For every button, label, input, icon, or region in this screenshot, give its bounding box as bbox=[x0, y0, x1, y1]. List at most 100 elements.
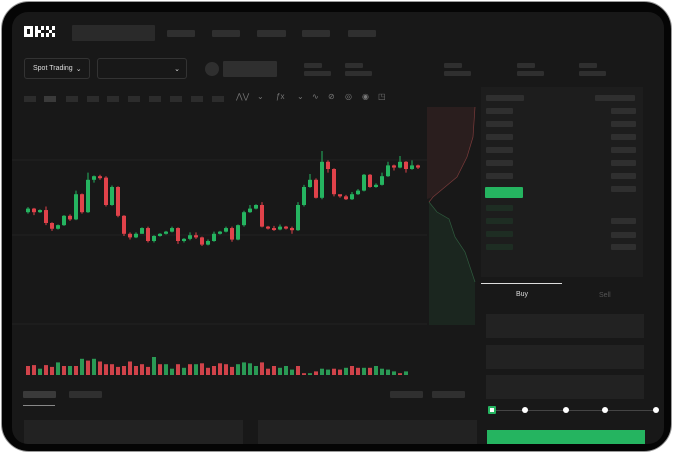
volume-bar bbox=[242, 362, 246, 375]
candle bbox=[230, 228, 234, 240]
candle bbox=[404, 161, 408, 169]
order-book bbox=[481, 87, 643, 277]
leverage-slider[interactable] bbox=[492, 410, 657, 411]
volume-bar bbox=[290, 369, 294, 375]
timeframe-button[interactable] bbox=[24, 96, 36, 102]
ask-amount bbox=[611, 186, 636, 192]
timeframe-button[interactable] bbox=[149, 96, 161, 102]
volume-bar bbox=[98, 361, 102, 375]
candle bbox=[188, 235, 192, 239]
bid-amount bbox=[611, 232, 636, 238]
ask-amount bbox=[611, 173, 636, 179]
chevron-down-icon[interactable]: ⌄ bbox=[297, 92, 304, 101]
nav-item[interactable] bbox=[302, 30, 330, 37]
volume-bar bbox=[158, 364, 162, 375]
pencil-icon[interactable]: ⊘ bbox=[328, 92, 335, 101]
volume-bar bbox=[164, 364, 168, 375]
volume-bar bbox=[170, 368, 174, 375]
candle bbox=[110, 187, 114, 205]
volume-bar bbox=[68, 366, 72, 375]
candle bbox=[194, 235, 198, 238]
active-tab-indicator bbox=[481, 283, 562, 284]
candle bbox=[242, 212, 246, 226]
volume-bar bbox=[284, 366, 288, 375]
timeframe-button[interactable] bbox=[170, 96, 182, 102]
candle bbox=[386, 165, 390, 177]
candlestick-chart[interactable] bbox=[12, 107, 482, 377]
timeframe-button[interactable] bbox=[87, 96, 99, 102]
volume-bar bbox=[338, 369, 342, 375]
candle bbox=[170, 228, 174, 232]
volume-bar bbox=[296, 366, 300, 375]
volume-bar bbox=[134, 366, 138, 375]
slider-step[interactable] bbox=[522, 407, 528, 413]
app-screen: Spot Trading ⌄ ⌄ ⋀⋁ ⌄ ƒx ⌄ ∿ ⊘ ◎ ◉ ◳ ▤ ▤… bbox=[12, 12, 664, 444]
amount-input[interactable] bbox=[486, 345, 644, 369]
chevron-down-icon: ⌄ bbox=[174, 65, 180, 73]
volume-bar bbox=[386, 369, 390, 375]
candle bbox=[140, 228, 144, 234]
pair-select[interactable]: ⌄ bbox=[97, 58, 187, 79]
fullscreen-icon[interactable]: ◳ bbox=[378, 92, 386, 101]
volume-bar bbox=[140, 364, 144, 375]
nav-item[interactable] bbox=[348, 30, 376, 37]
bottom-action[interactable] bbox=[432, 391, 465, 398]
coin-icon bbox=[205, 62, 219, 76]
bottom-action[interactable] bbox=[390, 391, 423, 398]
candle bbox=[416, 165, 420, 168]
volume-bar bbox=[260, 362, 264, 375]
target-icon[interactable]: ◉ bbox=[362, 92, 369, 101]
timeframe-button[interactable] bbox=[191, 96, 203, 102]
volume-bar bbox=[182, 367, 186, 375]
candle bbox=[206, 241, 210, 245]
volume-bar bbox=[50, 366, 54, 375]
slider-step[interactable] bbox=[602, 407, 608, 413]
tab-sell[interactable]: Sell bbox=[599, 292, 611, 299]
timeframe-button[interactable] bbox=[212, 96, 224, 102]
candle bbox=[116, 187, 120, 216]
candle-type-icon[interactable]: ƒx bbox=[276, 92, 285, 101]
indicator-icon[interactable]: ⋀⋁ bbox=[236, 92, 250, 101]
total-input[interactable] bbox=[486, 375, 644, 399]
tab-buy[interactable]: Buy bbox=[516, 291, 529, 298]
timeframe-button[interactable] bbox=[107, 96, 119, 102]
candle bbox=[350, 194, 354, 200]
stat-label bbox=[444, 63, 462, 68]
volume-bar bbox=[194, 364, 198, 375]
volume-bar bbox=[224, 364, 228, 375]
ask-amount bbox=[611, 108, 636, 114]
candle bbox=[266, 226, 270, 229]
volume-bar bbox=[218, 363, 222, 375]
chevron-down-icon[interactable]: ⌄ bbox=[257, 92, 264, 101]
candle bbox=[338, 194, 342, 197]
nav-item[interactable] bbox=[167, 30, 195, 37]
candle bbox=[146, 228, 150, 241]
nav-item[interactable] bbox=[212, 30, 240, 37]
timeframe-button[interactable] bbox=[128, 96, 140, 102]
slider-step[interactable] bbox=[653, 407, 659, 413]
volume-bar bbox=[122, 366, 126, 375]
slider-handle[interactable] bbox=[488, 406, 496, 414]
bottom-tab[interactable] bbox=[69, 391, 102, 398]
search-bar[interactable] bbox=[72, 25, 155, 41]
timeframe-button[interactable] bbox=[44, 96, 56, 102]
candle bbox=[332, 169, 336, 195]
timeframe-button[interactable] bbox=[66, 96, 78, 102]
price-input[interactable] bbox=[486, 314, 644, 338]
bid-amount bbox=[611, 244, 636, 250]
candle bbox=[302, 187, 306, 205]
okx-logo[interactable] bbox=[24, 26, 56, 37]
candle bbox=[398, 161, 402, 168]
candle bbox=[368, 174, 372, 187]
line-tool-icon[interactable]: ∿ bbox=[312, 92, 319, 101]
candle bbox=[38, 210, 42, 213]
camera-icon[interactable]: ◎ bbox=[345, 92, 352, 101]
bottom-tab[interactable] bbox=[23, 391, 56, 398]
buy-button[interactable] bbox=[487, 430, 645, 444]
nav-item[interactable] bbox=[257, 30, 286, 37]
ask-price bbox=[486, 134, 513, 140]
slider-step[interactable] bbox=[563, 407, 569, 413]
stat-value bbox=[444, 71, 471, 76]
spot-trading-dropdown[interactable]: Spot Trading ⌄ bbox=[24, 58, 90, 79]
